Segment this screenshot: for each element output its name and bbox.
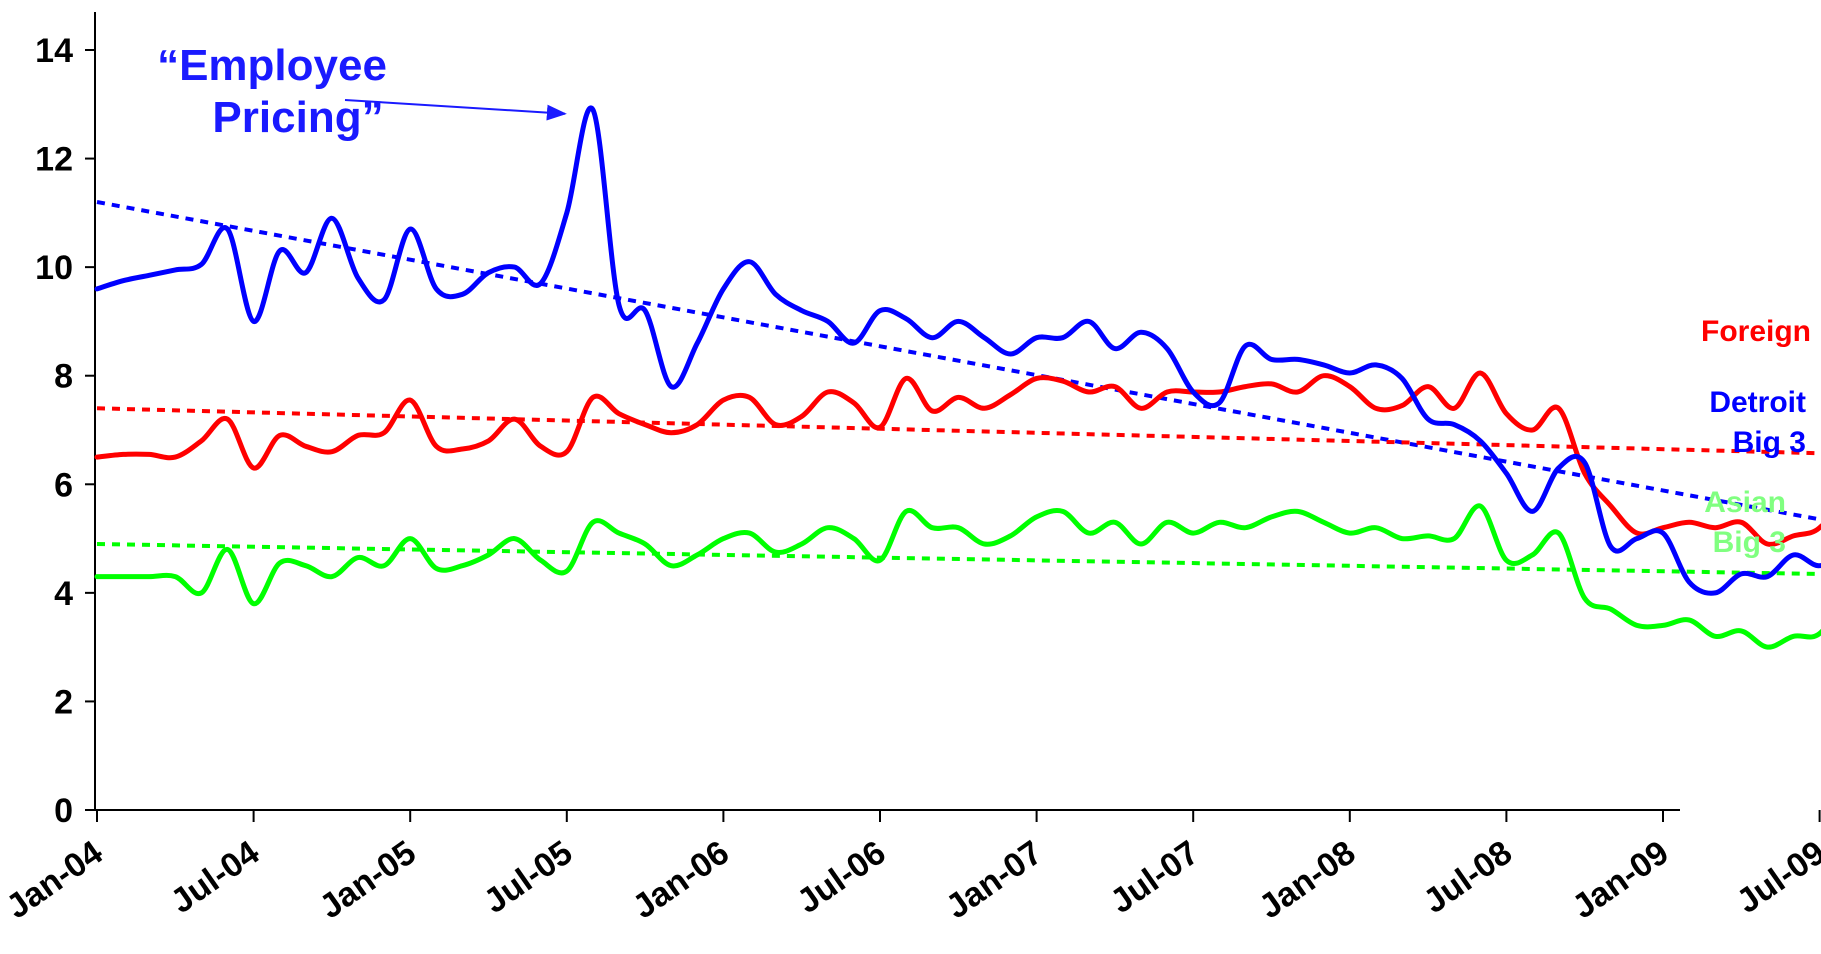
y-tick-label: 12: [35, 141, 73, 179]
chart-annotations: “Employee Pricing”: [157, 41, 567, 142]
y-tick-label: 2: [54, 683, 73, 721]
x-tick-label: Jan-07: [939, 833, 1049, 926]
x-tick-label: Jan-06: [626, 833, 736, 926]
x-tick-label: Jan-05: [313, 833, 423, 926]
series-label-line: Asian: [1704, 486, 1786, 519]
y-tick-label: 14: [35, 32, 73, 70]
y-tick-label: 10: [35, 249, 73, 287]
x-tick-label: Jul-04: [164, 833, 266, 921]
series-label-line: Big 3: [1733, 426, 1806, 459]
trend-lines: [96, 200, 1821, 577]
trend-line: [96, 542, 1821, 577]
series-label-foreign: Foreign: [1701, 315, 1811, 348]
trend-line: [96, 406, 1821, 456]
trend-line: [96, 200, 1821, 522]
y-tick-label: 4: [54, 575, 73, 613]
x-tick-label: Jul-07: [1103, 833, 1205, 920]
x-tick-label: Jul-09: [1730, 833, 1821, 920]
series-line: [94, 105, 1821, 596]
annotation-line: “Employee: [157, 41, 387, 90]
series-labels: Detroit Big 3 Foreign Asian Big 3: [1701, 315, 1811, 559]
series-line: [94, 503, 1821, 650]
series-label-line: Foreign: [1701, 315, 1811, 348]
x-tick-label: Jan-08: [1252, 833, 1362, 926]
y-tick-label: 0: [54, 792, 73, 830]
series-line: [94, 370, 1821, 547]
series-lines: [94, 105, 1821, 650]
employee-pricing-annotation: “Employee Pricing”: [157, 41, 387, 142]
x-tick-label: Jul-06: [790, 833, 892, 920]
annotation-arrow: [344, 99, 567, 121]
series-label-asian: Asian Big 3: [1704, 486, 1786, 559]
series-label-detroit: Detroit Big 3: [1709, 386, 1806, 459]
series-label-line: Detroit: [1709, 386, 1806, 419]
series-label-line: Big 3: [1713, 526, 1786, 559]
x-tick-label: Jan-04: [0, 833, 110, 926]
x-tick-label: Jan-09: [1566, 833, 1676, 926]
x-tick-label: Jul-05: [477, 833, 579, 920]
y-tick-label: 6: [54, 466, 73, 504]
x-tick-label: Jul-08: [1417, 833, 1519, 920]
y-tick-label: 8: [54, 358, 73, 396]
